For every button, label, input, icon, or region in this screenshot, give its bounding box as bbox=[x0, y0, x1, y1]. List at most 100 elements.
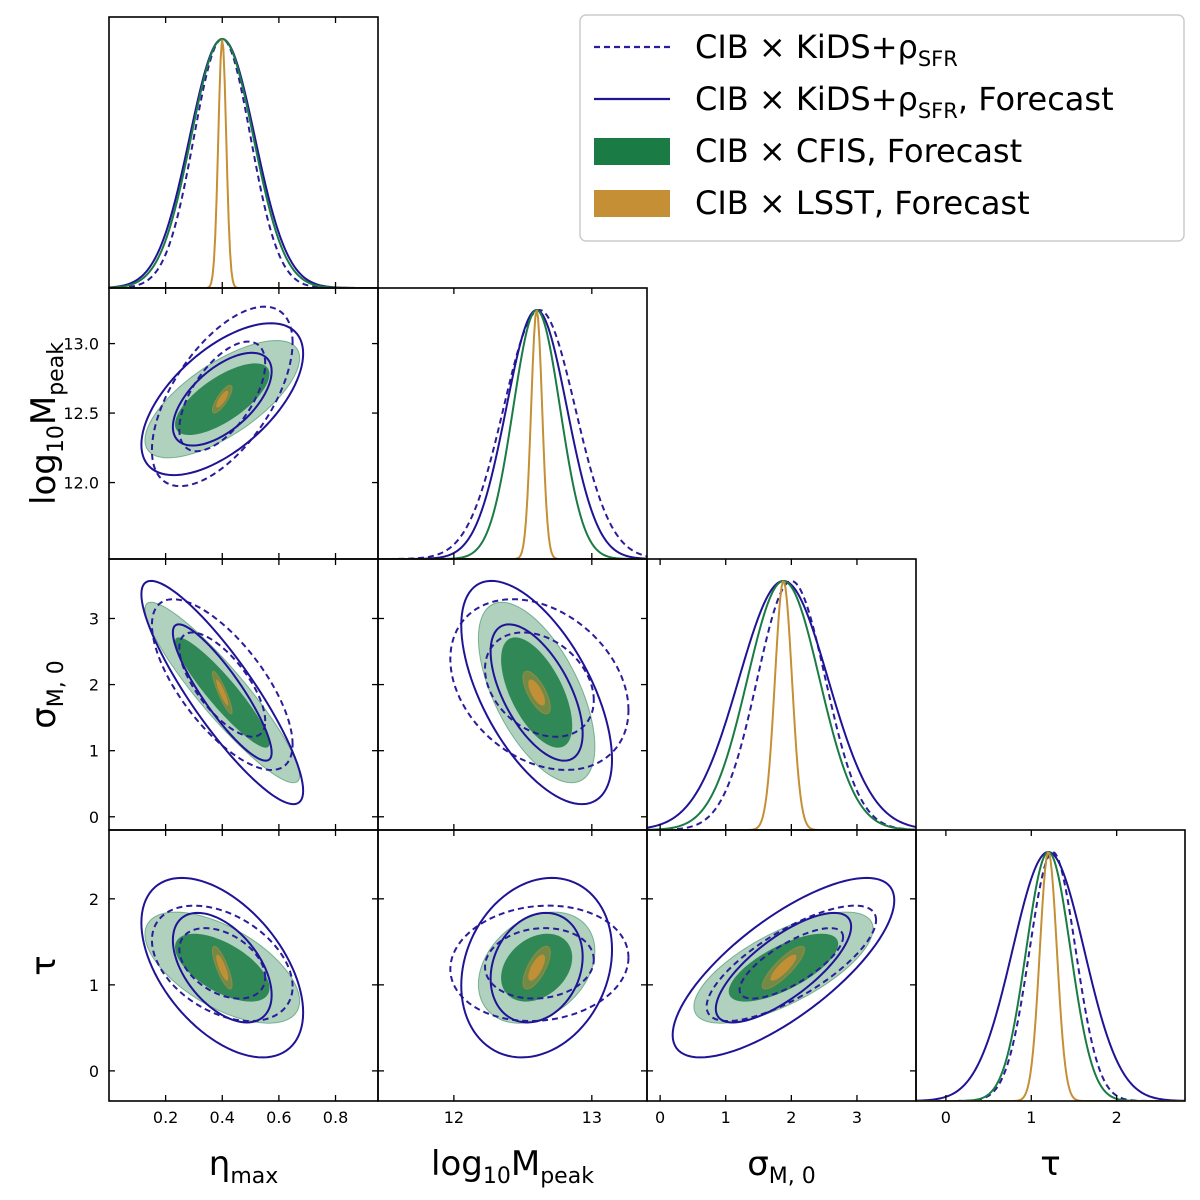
legend bbox=[579, 14, 1185, 242]
contour-95-series-0 bbox=[150, 598, 294, 771]
marginal-curve-series-2 bbox=[109, 37, 378, 288]
legend-label: CIB × CFIS, Forecast bbox=[695, 132, 1022, 170]
contour-95-series-1 bbox=[140, 876, 305, 1059]
contour-95-series-1 bbox=[671, 876, 896, 1059]
contour-95-series-0 bbox=[449, 598, 630, 771]
marginal-curve-series-1 bbox=[378, 308, 647, 559]
contour-panel-eta-mpeak: 12.0 12.5 13.0 bbox=[63, 287, 379, 560]
x-tick-label: 13 bbox=[582, 1108, 602, 1127]
marginal-curve-series-0 bbox=[109, 37, 378, 288]
legend-label: CIB × KiDS+ρSFR bbox=[695, 28, 958, 71]
y-tick-label: 1 bbox=[89, 742, 99, 761]
marginal-curve-series-0 bbox=[378, 308, 647, 559]
marginal-curve-series-0 bbox=[916, 851, 1185, 1101]
panel-frame bbox=[646, 558, 917, 831]
legend-entry-3: CIB × LSST, Forecast bbox=[594, 184, 1030, 222]
contour-68-series-0 bbox=[178, 631, 267, 738]
x-tick-label: 1 bbox=[721, 1108, 731, 1127]
marginal-curve-series-1 bbox=[916, 851, 1185, 1101]
x-axis-label-sigma: σM, 0 bbox=[747, 1144, 816, 1189]
contour-68-series-0 bbox=[484, 927, 595, 1000]
y-tick-label: 12.5 bbox=[63, 404, 99, 423]
contour-68-series-3 bbox=[216, 954, 229, 981]
contour-95-series-1 bbox=[140, 322, 305, 477]
y-tick-label: 2 bbox=[89, 676, 99, 695]
contour-95-series-1 bbox=[140, 579, 305, 806]
x-tick-label: 12 bbox=[444, 1108, 464, 1127]
contour-panel-mpeak-sigma bbox=[377, 558, 648, 831]
x-tick-label: 1 bbox=[1026, 1108, 1036, 1127]
x-tick-label: 0 bbox=[655, 1108, 665, 1127]
legend-entry-0: CIB × KiDS+ρSFR bbox=[594, 28, 958, 71]
marginal-panel-mpeak bbox=[377, 287, 648, 560]
x-tick-label: 2 bbox=[1112, 1108, 1122, 1127]
contour-95-series-1 bbox=[460, 579, 614, 806]
contour-panel-mpeak-tau: 12 13 bbox=[377, 829, 648, 1127]
y-axis-label-tau: τ bbox=[24, 955, 64, 975]
marginal-curve-series-0 bbox=[647, 580, 916, 830]
x-tick-label: 2 bbox=[786, 1108, 796, 1127]
marginal-curve-series-2 bbox=[916, 851, 1185, 1101]
marginal-panel-tau: 0 1 2 bbox=[915, 829, 1186, 1127]
contour-95-series-0 bbox=[705, 904, 878, 1023]
contour-95-series-0 bbox=[449, 904, 630, 1023]
y-axis-label-sigma: σM, 0 bbox=[24, 660, 69, 729]
y-tick-label: 1 bbox=[89, 976, 99, 995]
contour-68-series-1 bbox=[489, 623, 584, 762]
marginal-curve-series-1 bbox=[647, 580, 916, 829]
x-axis-label-mpeak: log10Mpeak bbox=[431, 1144, 594, 1189]
panel-frame bbox=[108, 16, 379, 289]
x-tick-label: 0.8 bbox=[323, 1108, 348, 1127]
legend-label: CIB × LSST, Forecast bbox=[695, 184, 1030, 222]
contour-68-series-1 bbox=[489, 911, 584, 1024]
contour-68-series-0 bbox=[178, 340, 267, 453]
marginal-curve-series-3 bbox=[378, 309, 647, 559]
contour-68-series-0 bbox=[484, 631, 595, 738]
contour-68-series-0 bbox=[738, 927, 845, 1000]
contour-68-series-1 bbox=[171, 911, 273, 1024]
x-tick-label: 0.2 bbox=[153, 1108, 178, 1127]
contour-68-series-3 bbox=[770, 954, 797, 981]
y-tick-label: 12.0 bbox=[63, 474, 99, 493]
marginal-curve-series-3 bbox=[647, 580, 916, 830]
x-tick-label: 0.4 bbox=[210, 1108, 235, 1127]
contour-68-series-3 bbox=[216, 390, 229, 408]
y-axis-label-mpeak: log10Mpeak bbox=[24, 342, 69, 505]
marginal-curve-series-3 bbox=[109, 39, 378, 288]
x-tick-label: 0 bbox=[941, 1108, 951, 1127]
marginal-panel-eta bbox=[108, 16, 379, 289]
y-tick-label: 0 bbox=[89, 808, 99, 827]
contour-68-series-3 bbox=[216, 679, 229, 706]
marginal-curve-series-2 bbox=[647, 580, 916, 830]
contour-68-series-3 bbox=[528, 954, 546, 981]
contour-68-series-0 bbox=[178, 927, 267, 1000]
contour-panel-sigma-tau: 0 1 2 3 bbox=[646, 829, 917, 1127]
contour-95-series-0 bbox=[150, 305, 294, 488]
legend-label: CIB × KiDS+ρSFR, Forecast bbox=[695, 80, 1114, 123]
panel-frame bbox=[915, 829, 1186, 1102]
legend-entry-2: CIB × CFIS, Forecast bbox=[594, 132, 1022, 170]
contour-68-series-3 bbox=[528, 679, 546, 706]
legend-swatch bbox=[594, 138, 670, 165]
marginal-curve-series-1 bbox=[109, 38, 378, 288]
y-tick-label: 13.0 bbox=[63, 335, 99, 354]
contour-68-series-1 bbox=[714, 911, 853, 1024]
contour-68-series-1 bbox=[171, 623, 273, 762]
x-axis-label-tau: τ bbox=[1040, 1144, 1060, 1184]
contour-95-series-1 bbox=[460, 876, 614, 1059]
y-tick-label: 2 bbox=[89, 890, 99, 909]
x-tick-label: 3 bbox=[852, 1108, 862, 1127]
x-tick-label: 0.6 bbox=[266, 1108, 291, 1127]
marginal-curve-series-2 bbox=[378, 308, 647, 559]
marginal-curve-series-3 bbox=[916, 851, 1185, 1101]
contour-panel-eta-sigma: 0 1 2 3 bbox=[89, 558, 379, 831]
contour-68-series-1 bbox=[171, 351, 273, 447]
y-tick-label: 0 bbox=[89, 1062, 99, 1081]
contour-panel-eta-tau: 0.2 0.4 0.6 0.8 0 1 2 bbox=[89, 829, 379, 1127]
legend-swatch bbox=[594, 190, 670, 217]
legend-entry-1: CIB × KiDS+ρSFR, Forecast bbox=[594, 80, 1114, 123]
x-axis-label-eta: ηmax bbox=[209, 1144, 279, 1189]
marginal-panel-sigma bbox=[646, 558, 917, 831]
y-tick-label: 3 bbox=[89, 609, 99, 628]
